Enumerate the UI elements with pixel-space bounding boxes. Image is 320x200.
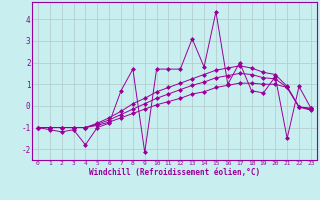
X-axis label: Windchill (Refroidissement éolien,°C): Windchill (Refroidissement éolien,°C) xyxy=(89,168,260,177)
